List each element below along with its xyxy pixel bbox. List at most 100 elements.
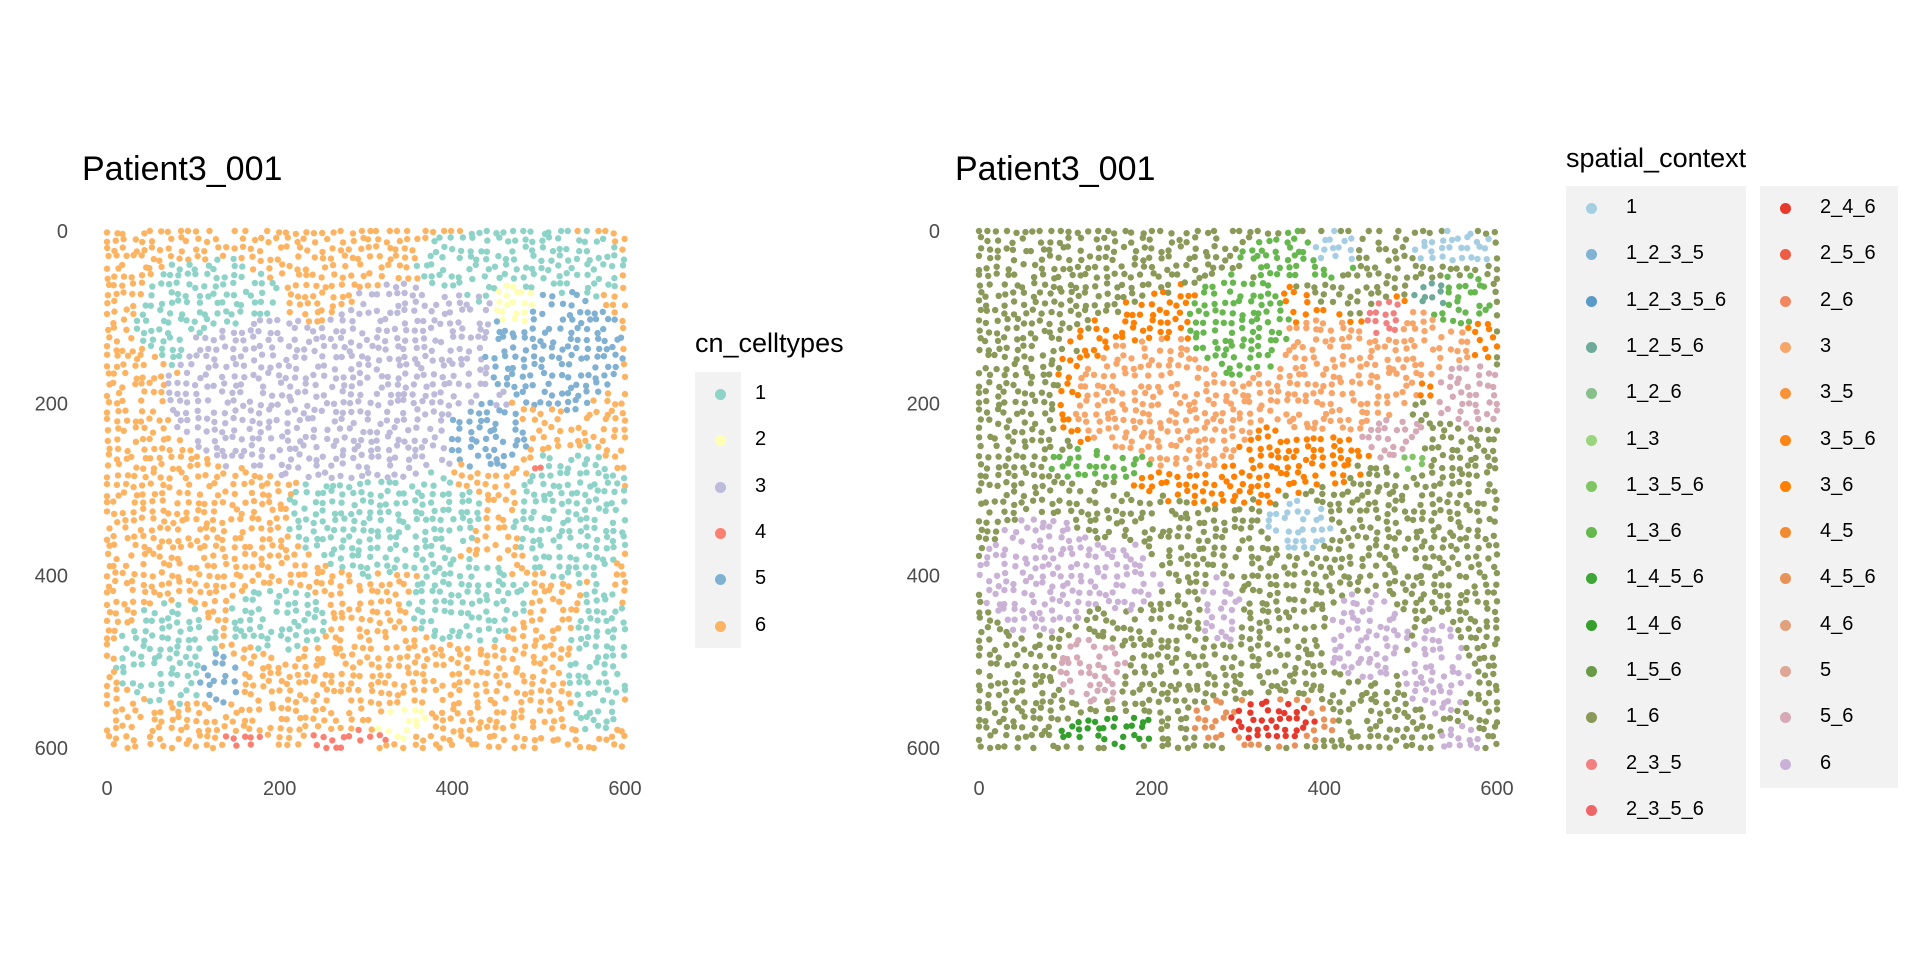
data-point [1429, 274, 1436, 281]
data-point [1349, 264, 1357, 271]
data-point [1455, 415, 1462, 423]
data-point [194, 252, 201, 260]
data-point [357, 261, 364, 268]
data-point [354, 255, 362, 263]
data-point [1091, 263, 1099, 271]
data-point [1292, 537, 1300, 545]
data-point [1286, 244, 1294, 251]
data-point [1255, 555, 1262, 562]
data-point [1095, 293, 1102, 300]
data-point [1337, 378, 1345, 386]
data-point [1490, 415, 1497, 422]
data-point [1411, 246, 1419, 253]
data-point [1386, 325, 1393, 332]
data-point [1372, 465, 1380, 472]
data-point [1177, 351, 1185, 358]
data-point [1304, 299, 1311, 306]
data-point [1476, 517, 1483, 524]
data-point [595, 254, 602, 262]
data-point [1138, 514, 1145, 522]
data-point [1113, 424, 1120, 431]
data-point [1383, 417, 1390, 424]
data-point [1291, 562, 1299, 569]
data-point [1183, 230, 1190, 237]
data-point [1459, 329, 1466, 336]
data-point [1253, 315, 1261, 323]
data-point [1291, 423, 1298, 431]
data-point [383, 239, 391, 246]
data-point [484, 237, 491, 244]
data-point [1048, 334, 1056, 341]
data-point [1357, 363, 1364, 370]
data-point [1290, 479, 1297, 486]
data-point [1249, 247, 1256, 254]
data-point [1346, 507, 1354, 514]
data-point [1309, 460, 1316, 467]
data-point [467, 248, 474, 255]
data-point [1310, 390, 1317, 397]
data-point [1291, 235, 1298, 242]
data-point [1182, 417, 1190, 424]
data-point [1041, 300, 1049, 307]
data-point [400, 280, 408, 287]
data-point [1395, 227, 1402, 235]
data-point [1032, 489, 1040, 497]
data-point [1329, 298, 1337, 306]
data-point [1363, 409, 1371, 416]
data-point [1118, 263, 1125, 270]
data-point [1385, 502, 1392, 509]
data-point [1408, 379, 1416, 386]
data-point [329, 303, 336, 310]
data-point [1374, 514, 1382, 522]
data-point [1267, 300, 1274, 307]
data-point [1127, 556, 1134, 563]
data-point [1165, 498, 1172, 505]
data-point [223, 244, 230, 251]
data-point [1068, 507, 1075, 514]
data-point [1177, 436, 1184, 444]
data-point [1211, 327, 1219, 334]
data-point [1301, 371, 1308, 378]
data-point [392, 252, 400, 259]
data-point [502, 256, 510, 263]
data-point [123, 306, 130, 313]
data-point [1081, 306, 1089, 314]
data-point [1118, 444, 1126, 451]
data-point [1474, 320, 1482, 328]
data-point [1292, 271, 1299, 279]
data-point [1105, 415, 1112, 422]
data-point [1204, 354, 1211, 361]
data-point [1317, 254, 1325, 262]
data-point [441, 282, 448, 289]
data-point [984, 554, 991, 561]
data-point [1057, 326, 1064, 334]
data-point [1139, 234, 1147, 241]
data-point [1095, 227, 1102, 235]
data-point [1122, 299, 1130, 306]
data-point [510, 275, 518, 282]
data-point [1403, 374, 1410, 381]
data-point [1313, 538, 1320, 545]
data-point [1146, 535, 1153, 542]
data-point [1077, 544, 1084, 551]
data-point [1391, 535, 1399, 542]
data-point [1326, 545, 1334, 552]
data-point [1130, 417, 1137, 425]
data-point [1229, 433, 1236, 440]
data-point [1199, 488, 1207, 495]
data-point [1248, 517, 1256, 524]
data-point [1029, 497, 1037, 504]
data-point [1121, 532, 1128, 539]
data-point [1218, 533, 1226, 541]
data-point [1386, 533, 1393, 541]
data-point [1437, 288, 1444, 295]
data-point [975, 487, 983, 494]
data-point [1401, 338, 1408, 345]
data-point [1354, 462, 1361, 469]
data-point [1172, 390, 1180, 398]
data-point [986, 578, 993, 585]
data-point [103, 265, 111, 272]
data-point [1069, 388, 1076, 396]
data-point [1254, 252, 1261, 260]
